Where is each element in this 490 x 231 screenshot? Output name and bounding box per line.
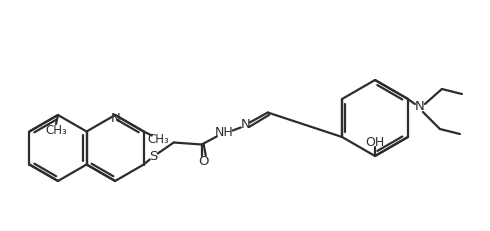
- Text: O: O: [198, 155, 209, 168]
- Text: CH₃: CH₃: [45, 125, 67, 137]
- Text: S: S: [149, 150, 158, 163]
- Text: N: N: [415, 100, 425, 113]
- Text: OH: OH: [366, 136, 385, 149]
- Text: N: N: [110, 112, 120, 125]
- Text: N: N: [241, 118, 250, 131]
- Text: CH₃: CH₃: [148, 133, 170, 146]
- Text: NH: NH: [214, 126, 233, 139]
